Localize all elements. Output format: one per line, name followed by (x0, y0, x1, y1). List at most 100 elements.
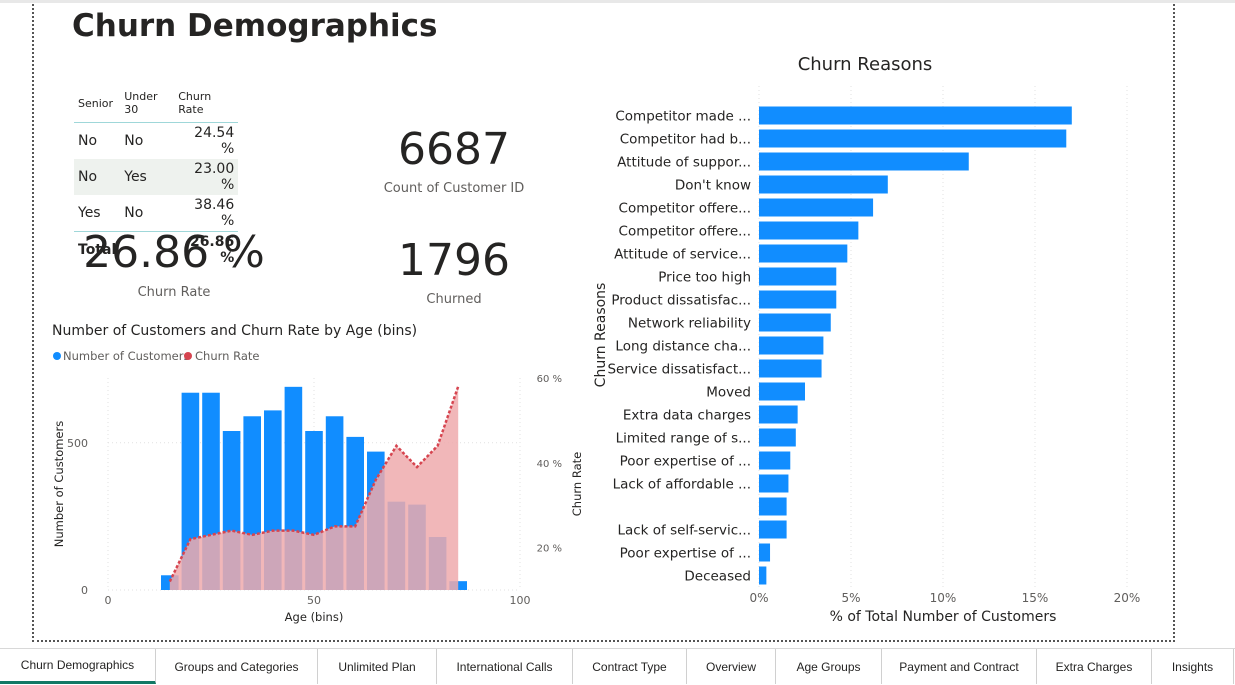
tab-payment-and-contract[interactable]: Payment and Contract (882, 649, 1037, 684)
churn-reasons-chart[interactable]: Churn Reasons Competitor made ...Competi… (585, 50, 1165, 632)
churn-reason-bar[interactable] (759, 175, 888, 194)
customer-count-label: Count of Customer ID (383, 181, 525, 196)
x-tick-label: 0 (105, 594, 112, 607)
churn-rate-line[interactable] (168, 386, 460, 583)
age-chart-legend[interactable]: Number of Customers Churn Rate (53, 349, 259, 363)
churn-reason-label: Service dissatisfact... (607, 362, 751, 378)
churn-reason-label: Limited range of s... (616, 431, 751, 447)
matrix-cell-under30: Yes (120, 159, 175, 195)
x-tick-label: 10% (930, 591, 957, 605)
churn-reason-label: Competitor offere... (619, 201, 751, 217)
y-tick-label: 0 (81, 584, 88, 597)
matrix-header-churn-rate[interactable]: Churn Rate (174, 88, 239, 123)
report-canvas-frame (32, 4, 1175, 642)
churn-reason-label: Product dissatisfac... (611, 293, 751, 309)
churn-reason-bar[interactable] (759, 336, 824, 355)
x-tick-label: 0% (749, 591, 768, 605)
window-top-border (0, 0, 1235, 3)
page-tab-bar: Churn Demographics Groups and Categories… (0, 648, 1235, 685)
matrix-cell-under30: No (124, 205, 144, 221)
matrix-row[interactable]: No Yes 23.00 % (74, 159, 239, 195)
tab-international-calls[interactable]: International Calls (437, 649, 573, 684)
churn-reason-bar[interactable] (759, 359, 822, 378)
customer-count-value: 6687 (398, 124, 510, 175)
tab-age-groups[interactable]: Age Groups (776, 649, 882, 684)
matrix-cell-rate: 23.00 % (174, 159, 239, 195)
churn-reason-bar[interactable] (759, 405, 798, 424)
churn-reason-label: Competitor made ... (615, 109, 751, 125)
churn-reason-bar[interactable] (759, 313, 831, 332)
churn-reason-bar[interactable] (759, 129, 1067, 148)
reasons-chart-y-title: Churn Reasons (593, 283, 609, 388)
churn-rate-matrix[interactable]: Senior Under 30 Churn Rate No No 24.54 %… (74, 88, 239, 268)
tab-churn-demographics[interactable]: Churn Demographics (0, 649, 156, 684)
churn-reason-label: Deceased (684, 569, 751, 585)
tab-groups-and-categories[interactable]: Groups and Categories (156, 649, 318, 684)
age-chart-x-title: Age (bins) (285, 610, 344, 624)
age-chart-axes: 0 500 20 % 40 % 60 % 0 50 100 (67, 374, 562, 607)
churn-reason-label: Don't know (675, 178, 751, 194)
churn-reason-bar[interactable] (759, 221, 859, 240)
matrix-header-under30[interactable]: Under 30 (120, 88, 175, 123)
matrix-total-rate: 26.86 % (174, 231, 239, 268)
matrix-total-row: Total 26.86 % (74, 231, 239, 268)
churn-reason-bar[interactable] (759, 497, 787, 516)
churn-rate-label: Churn Rate (137, 285, 211, 300)
churn-reason-label: Competitor offere... (619, 224, 751, 240)
churn-reason-bar[interactable] (759, 267, 837, 286)
age-combo-chart[interactable]: Number of Customers and Churn Rate by Ag… (44, 316, 584, 632)
churn-rate-area (169, 386, 459, 590)
tab-extra-charges[interactable]: Extra Charges (1037, 649, 1152, 684)
x-tick-label: 15% (1022, 591, 1049, 605)
matrix-row[interactable]: Yes No 38.46 % (74, 195, 238, 232)
y2-tick-label: 20 % (537, 544, 562, 555)
tab-overview[interactable]: Overview (687, 649, 776, 684)
matrix-total-label: Total (74, 231, 121, 268)
tab-insights[interactable]: Insights (1152, 649, 1234, 684)
matrix-cell-senior: No (74, 159, 121, 195)
churn-reason-bar[interactable] (759, 106, 1072, 125)
y2-tick-label: 40 % (537, 459, 562, 470)
matrix-row[interactable]: No No 24.54 % (74, 123, 238, 160)
age-chart-churn-area[interactable] (168, 386, 460, 590)
churn-rate-value: 26.86 % (83, 227, 265, 278)
matrix-cell-senior: No (78, 133, 98, 149)
churn-reason-bar[interactable] (759, 290, 837, 309)
reasons-chart-category-labels: Competitor made ... Competitor had b... At… (607, 109, 751, 585)
age-chart-y-title: Number of Customers (52, 421, 66, 547)
churn-reason-bar[interactable] (759, 451, 791, 470)
reasons-chart-x-ticks: 0% 5% 10% 15% 20% (749, 591, 1140, 605)
churn-reason-bar[interactable] (759, 428, 796, 447)
churn-reason-label: Lack of affordable ... (613, 477, 751, 493)
matrix-header-senior[interactable]: Senior (74, 88, 121, 123)
churn-reason-bar[interactable] (759, 244, 848, 263)
tab-contract-type[interactable]: Contract Type (573, 649, 687, 684)
legend-customers-label: Number of Customers (63, 349, 189, 363)
reasons-chart-bars[interactable] (759, 106, 1072, 585)
churned-value: 1796 (398, 235, 510, 286)
churn-reason-label: Network reliability (628, 316, 751, 332)
churn-reason-label: Extra data charges (623, 408, 751, 424)
churn-reason-bar[interactable] (759, 520, 787, 539)
churn-reason-bar[interactable] (759, 474, 789, 493)
matrix-cell-under30: No (124, 133, 144, 149)
churn-reason-bar[interactable] (759, 543, 771, 562)
churn-reason-label: Price too high (658, 270, 751, 286)
legend-churn-label: Churn Rate (195, 349, 259, 363)
churn-reason-bar[interactable] (759, 152, 969, 171)
churn-reason-bar[interactable] (759, 566, 767, 585)
tab-unlimited-plan[interactable]: Unlimited Plan (318, 649, 437, 684)
churn-reason-label: Long distance cha... (615, 339, 751, 355)
churn-reason-bar[interactable] (759, 198, 874, 217)
churn-reason-label: Lack of self-servic... (617, 523, 751, 539)
matrix-cell-rate: 38.46 % (194, 197, 235, 229)
matrix-total-empty (120, 231, 175, 268)
reasons-chart-title: Churn Reasons (798, 54, 933, 75)
churned-label: Churned (426, 292, 482, 307)
churn-reason-label: Attitude of service... (614, 247, 751, 263)
x-tick-label: 100 (510, 594, 531, 607)
x-tick-label: 20% (1114, 591, 1141, 605)
churn-reason-label: Moved (706, 385, 751, 401)
churn-reason-label: Competitor had b... (620, 132, 751, 148)
churn-reason-bar[interactable] (759, 382, 805, 401)
